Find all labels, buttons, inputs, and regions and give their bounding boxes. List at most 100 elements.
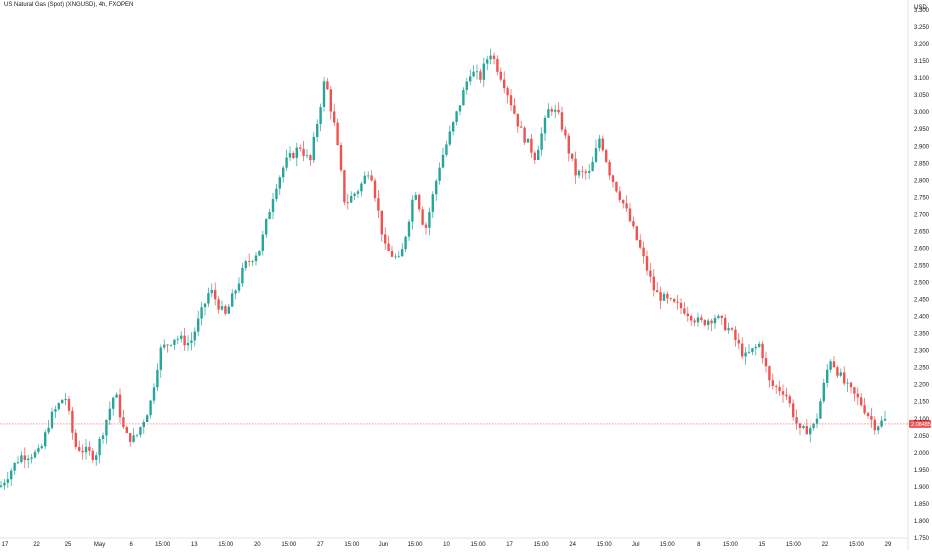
candle-body [166,344,169,346]
candle-body [564,129,567,136]
candle-body [190,340,193,343]
candle-body [795,417,798,424]
candle-body [6,479,9,483]
candle-body [598,138,601,149]
candle-body [326,81,329,90]
candle-body [798,423,802,428]
candle-body [506,88,509,96]
candle-body [727,328,730,331]
candle-body [846,382,849,384]
candle-body [438,167,441,181]
candle-body [271,199,275,213]
candle-body [785,394,788,397]
x-tick-label: 15:00 [344,542,360,548]
candle-body [703,320,706,326]
candle-body [557,109,560,113]
candle-body [554,109,557,112]
x-tick-label: 15:00 [155,542,171,548]
candle-body [690,316,693,321]
candle-body [367,175,370,177]
candle-body [3,482,6,486]
candle-body [839,372,842,376]
x-tick-label: 15:00 [471,542,487,548]
y-tick-label: 3.100 [914,76,930,82]
y-tick-label: 3.250 [914,25,930,31]
candle-body [659,292,662,301]
candle-body [231,293,234,307]
x-tick-label: 15 [759,542,766,548]
candle-body [125,427,128,434]
candle-body [197,318,200,332]
candle-body [737,339,740,344]
candle-body [309,155,312,161]
candle-body [696,317,700,323]
candle-body [387,243,390,252]
candle-body [13,462,16,471]
candle-body [591,161,594,171]
candle-body [299,147,302,149]
candle-body [122,417,125,428]
candle-body [445,144,448,155]
candle-body [781,391,785,395]
candle-body [513,105,516,114]
x-tick-label: 29 [885,542,892,548]
candle-body [472,71,475,77]
candle-body [877,426,880,431]
candle-body [577,170,581,176]
candle-body [860,397,863,406]
candle-body [676,301,679,303]
candle-body [543,117,547,134]
last-price-line: 2.08485 [0,419,931,428]
y-tick-label: 1.800 [914,519,930,525]
candle-body [421,209,424,225]
x-tick-label: 15:00 [597,542,613,548]
candle-body [322,81,326,107]
candle-body [751,348,754,353]
x-tick-label: 15:00 [660,542,676,548]
candle-body [601,138,604,151]
candle-body [339,144,343,171]
y-tick-label: 2.800 [914,178,930,184]
candle-body [866,413,870,416]
candle-body [788,396,791,404]
x-tick-label: 27 [317,542,324,548]
y-tick-label: 2.650 [914,229,930,235]
y-tick-label: 1.850 [914,502,930,508]
candle-body [778,386,781,392]
candle-body [360,183,363,192]
candle-body [747,352,751,353]
candle-body [744,352,747,357]
candle-body [856,393,859,398]
y-tick-label: 2.400 [914,315,930,321]
candle-body [496,59,499,72]
candle-body [802,426,805,428]
x-tick-label: 15:00 [849,542,865,548]
candle-body [139,427,142,435]
x-tick-label: 17 [506,542,513,548]
candle-body [730,328,734,330]
candle-body [883,418,887,421]
candle-body [509,95,513,106]
candle-body [370,175,373,181]
x-tick-label: 25 [65,542,72,548]
candle-body [193,331,196,341]
candle-body [350,195,353,203]
candle-body [401,249,404,257]
candle-body [615,181,618,192]
x-tick-label: 6 [129,542,133,548]
candle-body [503,79,506,89]
candle-body [428,211,431,228]
y-tick-label: 2.250 [914,366,930,372]
candle-body [302,148,305,156]
candle-body [717,315,720,319]
candle-body [380,210,383,235]
candle-body [567,135,570,154]
candle-body [520,126,523,128]
candle-body [523,127,526,143]
x-tick-label: 8 [697,542,701,548]
candle-body [81,450,84,453]
x-tick-label: 15:00 [534,542,550,548]
candle-body [662,293,666,301]
